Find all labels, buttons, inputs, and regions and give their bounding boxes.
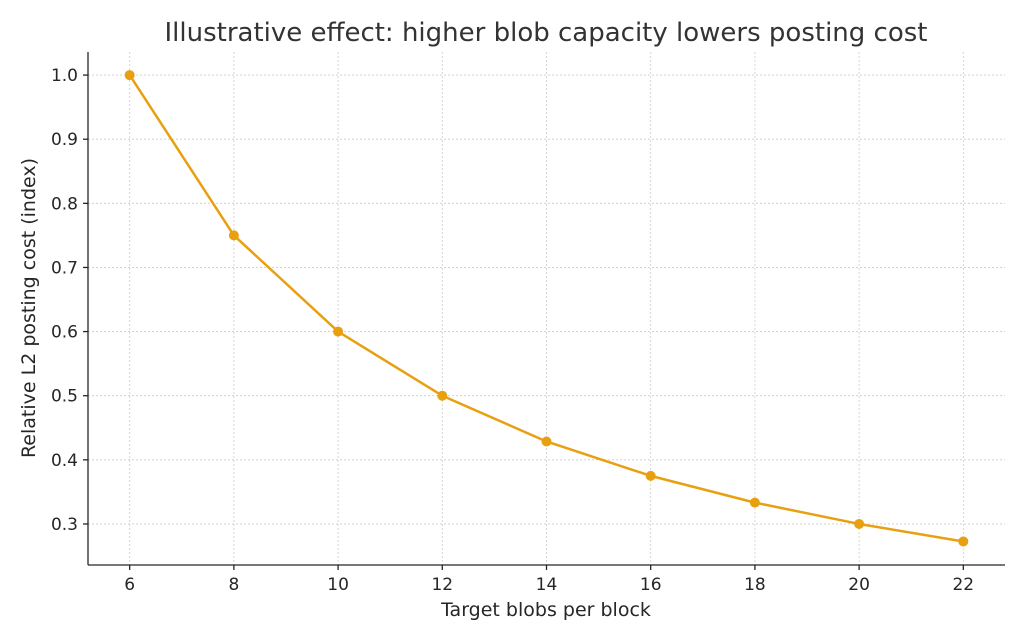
x-tick-label: 20: [848, 575, 870, 595]
x-tick-label: 12: [431, 575, 453, 595]
y-tick-label: 0.4: [51, 451, 78, 471]
data-point: [958, 536, 969, 547]
x-tick-label: 6: [124, 575, 135, 595]
y-tick-label: 0.3: [51, 515, 78, 535]
data-point: [541, 436, 552, 447]
data-point: [645, 470, 656, 481]
data-point: [437, 390, 448, 401]
x-tick-label: 10: [327, 575, 349, 595]
x-tick-label: 14: [536, 575, 558, 595]
y-tick-label: 1.0: [51, 66, 78, 86]
y-tick-label: 0.9: [51, 130, 78, 150]
chart-title: Illustrative effect: higher blob capacit…: [165, 18, 928, 48]
x-tick-label: 8: [228, 575, 239, 595]
data-point: [228, 230, 239, 241]
data-point: [854, 518, 865, 529]
data-point: [333, 326, 344, 337]
y-tick-label: 0.6: [51, 323, 78, 343]
y-tick-label: 0.7: [51, 258, 78, 278]
x-tick-label: 18: [744, 575, 766, 595]
data-point: [749, 497, 760, 508]
y-tick-label: 0.8: [51, 194, 78, 214]
y-tick-label: 0.5: [51, 387, 78, 407]
data-point: [124, 70, 135, 81]
x-tick-label: 16: [640, 575, 662, 595]
x-tick-label: 22: [952, 575, 974, 595]
x-axis-label: Target blobs per block: [440, 599, 651, 621]
y-axis-label: Relative L2 posting cost (index): [18, 158, 40, 458]
